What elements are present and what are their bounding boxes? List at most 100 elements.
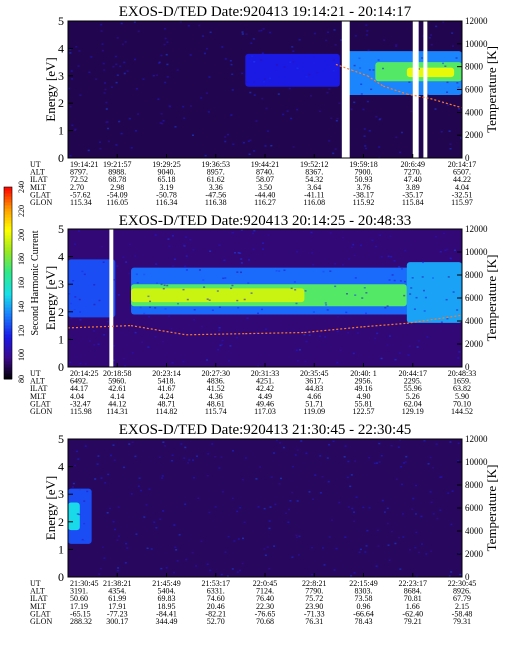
noise-speck xyxy=(134,455,137,458)
noise-speck xyxy=(69,155,72,157)
ephemeris-value: 63.82 xyxy=(453,384,471,393)
noise-speck xyxy=(172,265,175,267)
noise-speck xyxy=(105,101,108,104)
ephemeris-value: -77.23 xyxy=(107,609,128,618)
colorbar-swatch xyxy=(4,259,12,263)
colorbar-swatch xyxy=(4,274,12,278)
noise-speck xyxy=(101,546,104,548)
noise-speck xyxy=(117,506,120,508)
noise-speck xyxy=(112,279,115,281)
colorbar-swatch xyxy=(4,199,12,203)
noise-speck xyxy=(365,545,368,547)
noise-speck xyxy=(107,127,110,130)
noise-speck xyxy=(395,136,398,139)
noise-speck xyxy=(456,309,459,311)
noise-speck xyxy=(105,108,108,110)
noise-speck xyxy=(407,354,410,356)
noise-speck xyxy=(190,105,193,107)
noise-speck xyxy=(405,455,408,458)
noise-speck xyxy=(296,500,299,502)
y2-tick-label: 4000 xyxy=(465,316,484,326)
colorbar-swatch xyxy=(4,256,12,260)
ephemeris-value: 115.92 xyxy=(353,198,375,207)
noise-speck xyxy=(345,293,348,295)
noise-speck xyxy=(354,277,357,279)
noise-speck xyxy=(100,477,103,479)
noise-speck xyxy=(264,145,267,147)
colorbar-swatch xyxy=(4,310,12,314)
colorbar-swatch xyxy=(4,187,12,191)
noise-speck xyxy=(439,250,442,253)
noise-speck xyxy=(107,140,110,143)
noise-speck xyxy=(408,549,411,551)
ephemeris-value: -66.64 xyxy=(353,609,374,618)
noise-speck xyxy=(294,289,297,291)
noise-speck xyxy=(428,37,431,39)
ephemeris-value: -41.11 xyxy=(304,190,324,199)
noise-speck xyxy=(417,68,420,70)
noise-speck xyxy=(457,442,460,445)
colorbar-swatch xyxy=(4,301,12,305)
ephemeris-value: 8303. xyxy=(355,587,373,596)
y2-tick-label: 0 xyxy=(465,572,470,582)
ephemeris-value: 74.60 xyxy=(207,594,225,603)
noise-speck xyxy=(241,31,244,33)
noise-speck xyxy=(185,269,188,271)
noise-speck xyxy=(171,361,174,364)
noise-speck xyxy=(311,252,314,254)
ephemeris-value: 20:18:58 xyxy=(103,369,131,378)
noise-speck xyxy=(427,463,430,465)
noise-speck xyxy=(429,456,432,459)
noise-speck xyxy=(216,290,219,292)
noise-speck xyxy=(453,249,456,251)
noise-speck xyxy=(378,146,381,148)
noise-speck xyxy=(103,334,106,336)
noise-speck xyxy=(414,546,417,549)
noise-speck xyxy=(446,91,449,93)
noise-speck xyxy=(171,235,174,237)
noise-speck xyxy=(166,41,169,43)
noise-speck xyxy=(245,33,248,35)
noise-speck xyxy=(104,82,107,84)
noise-speck xyxy=(328,536,331,538)
noise-speck xyxy=(206,474,209,477)
ephemeris-value: 19:36:53 xyxy=(202,160,230,169)
noise-speck xyxy=(78,298,81,301)
noise-speck xyxy=(101,49,104,52)
noise-speck xyxy=(295,534,298,537)
noise-speck xyxy=(395,44,398,46)
colorbar-swatch xyxy=(4,253,12,257)
ephemeris-value: -44.40 xyxy=(255,190,276,199)
noise-speck xyxy=(305,76,308,78)
noise-speck xyxy=(293,281,296,283)
noise-speck xyxy=(418,551,421,554)
noise-speck xyxy=(163,284,166,287)
colorbar-swatch xyxy=(4,208,12,212)
noise-speck xyxy=(78,513,81,516)
ephemeris-value: -58.48 xyxy=(452,609,473,618)
noise-speck xyxy=(173,571,176,574)
noise-speck xyxy=(208,299,211,301)
noise-speck xyxy=(184,446,187,449)
noise-speck xyxy=(366,100,369,103)
noise-speck xyxy=(291,556,294,558)
noise-speck xyxy=(240,229,243,231)
noise-speck xyxy=(170,327,173,330)
noise-speck xyxy=(104,482,107,484)
noise-speck xyxy=(162,287,165,290)
ephemeris-value: 8926. xyxy=(453,587,471,596)
noise-speck xyxy=(283,269,286,272)
noise-speck xyxy=(391,274,394,276)
noise-speck xyxy=(410,110,413,113)
noise-speck xyxy=(335,547,338,550)
noise-speck xyxy=(173,258,176,261)
noise-speck xyxy=(327,480,330,483)
ephemeris-value: -50.78 xyxy=(156,190,177,199)
noise-speck xyxy=(273,545,276,547)
noise-speck xyxy=(227,359,230,362)
intensity-band xyxy=(68,502,80,531)
ephemeris-row-label: ILAT xyxy=(30,384,47,393)
noise-speck xyxy=(339,349,342,351)
noise-speck xyxy=(166,284,169,287)
noise-speck xyxy=(221,491,224,493)
